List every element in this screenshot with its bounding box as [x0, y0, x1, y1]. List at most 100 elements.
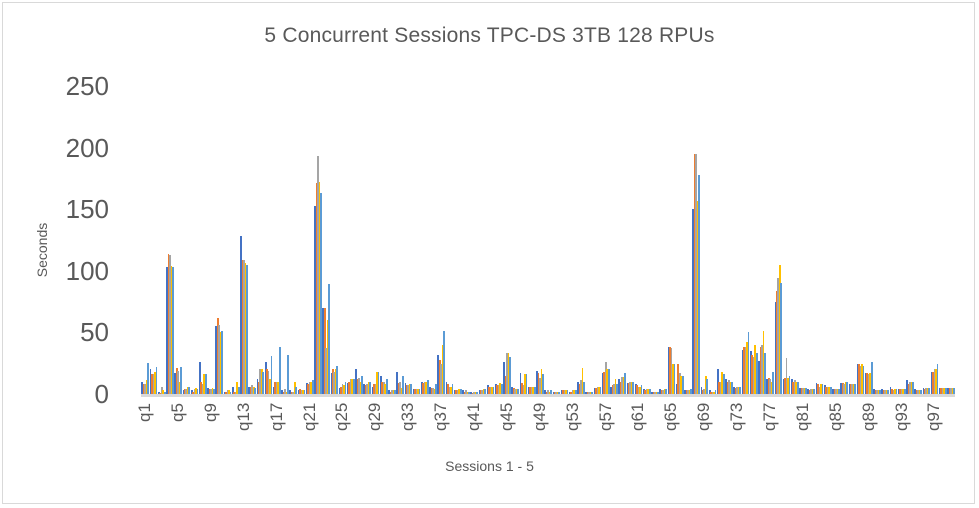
bar-q46-session-1	[511, 386, 514, 394]
bar-q33-session-3	[407, 385, 410, 394]
bar-q27-session-2	[356, 379, 359, 394]
bar-q52-session-4	[565, 390, 567, 394]
bar-q61-session-4	[639, 386, 641, 394]
bar-q14-session-4	[252, 386, 255, 394]
bar-q26-session-5	[352, 379, 355, 394]
bar-q9-session-4	[211, 387, 214, 394]
bar-q13-session-2	[241, 259, 244, 394]
bar-q86-session-1	[840, 382, 843, 394]
bar-q91-session-5	[887, 390, 890, 394]
bar-q64-session-3	[662, 390, 665, 394]
bar-q54-session-4	[581, 368, 584, 394]
bar-q21-session-5	[311, 380, 314, 394]
bar-q99-session-5	[953, 387, 955, 394]
bar-q3-session-1	[157, 391, 160, 394]
bar-q91-session-1	[881, 389, 884, 394]
bar-q57-session-4	[606, 369, 609, 394]
bar-q17-session-5	[278, 347, 281, 394]
bar-q83-session-3	[818, 386, 821, 394]
bar-q61-session-2	[636, 385, 638, 394]
bar-q69-session-4	[704, 375, 707, 394]
bar-q61-session-5	[640, 385, 643, 394]
bar-q23-session-3	[325, 348, 328, 394]
x-tick-label: q9	[200, 403, 220, 422]
bar-q85-session-2	[833, 389, 836, 394]
bar-q9-session-2	[208, 389, 211, 394]
y-tick-label: 50	[80, 317, 109, 348]
bar-q29-session-3	[374, 384, 377, 394]
bar-q89-session-3	[867, 374, 870, 394]
bar-q16-session-5	[270, 355, 273, 394]
bar-q66-session-3	[678, 373, 681, 394]
bar-q42-session-5	[484, 389, 487, 394]
bar-q71-session-4	[721, 371, 724, 394]
bar-q25-session-1	[338, 387, 341, 394]
bar-q36-session-3	[432, 387, 434, 394]
bar-q98-session-4	[943, 387, 946, 394]
bar-q76-session-2	[759, 347, 762, 394]
bar-q72-session-1	[725, 379, 727, 394]
x-tick-label: q25	[332, 402, 352, 431]
bar-q80-session-1	[790, 379, 793, 394]
bar-q53-session-2	[570, 391, 573, 394]
bar-q89-session-1	[864, 373, 867, 394]
bar-q72-session-4	[729, 381, 732, 394]
x-tick-label: q29	[365, 402, 385, 431]
bar-q11-session-3	[226, 390, 229, 394]
bar-q22-session-5	[319, 193, 322, 394]
bar-q49-session-5	[541, 374, 544, 394]
bar-q15-session-4	[260, 369, 263, 394]
bar-q42-session-4	[482, 389, 485, 394]
bar-q49-session-2	[537, 373, 540, 394]
bar-q73-session-1	[733, 386, 736, 394]
bar-q65-session-1	[667, 347, 670, 394]
bar-q44-session-2	[496, 385, 499, 394]
bar-q55-session-3	[588, 391, 591, 394]
bar-q15-session-1	[256, 379, 259, 394]
bar-q21-session-3	[308, 381, 311, 394]
bar-q70-session-5	[714, 390, 717, 394]
bar-q18-session-1	[281, 390, 283, 394]
bar-q86-session-3	[843, 384, 846, 394]
bar-q31-session-5	[393, 390, 396, 394]
bar-q78-session-4	[778, 264, 781, 394]
bar-q5-session-1	[174, 373, 177, 394]
bar-q65-session-2	[669, 347, 671, 394]
bar-q73-session-2	[734, 387, 737, 394]
bar-q97-session-1	[930, 371, 933, 394]
bar-q58-session-4	[614, 379, 617, 394]
bar-q25-session-3	[341, 384, 344, 394]
bar-q65-session-4	[672, 364, 674, 394]
x-tick-label: q45	[496, 402, 516, 431]
bar-q70-session-4	[713, 391, 715, 394]
bar-q80-session-3	[793, 380, 796, 394]
bar-q56-session-5	[599, 386, 602, 394]
bar-q59-session-2	[619, 381, 622, 394]
bar-q31-session-1	[388, 390, 390, 394]
bar-q67-session-3	[687, 390, 689, 394]
bar-q38-session-5	[451, 384, 454, 394]
bar-q71-session-5	[722, 374, 725, 394]
x-tick-label: q57	[595, 402, 615, 431]
bar-q74-session-1	[741, 349, 744, 394]
bar-q31-session-4	[392, 390, 395, 394]
bar-q32-session-1	[396, 371, 399, 394]
bar-q7-session-5	[196, 389, 199, 394]
bar-q29-session-5	[377, 371, 380, 394]
bar-q50-session-3	[547, 390, 550, 394]
bar-q56-session-3	[596, 386, 599, 394]
bar-q2-session-1	[149, 369, 152, 394]
bar-q40-session-2	[463, 391, 466, 394]
bar-q77-session-3	[769, 379, 772, 394]
bar-q58-session-2	[611, 385, 614, 394]
bar-q55-session-2	[586, 391, 589, 394]
bar-q14-session-1	[248, 386, 251, 394]
bar-q99-session-4	[951, 387, 954, 394]
bar-q94-session-1	[906, 380, 908, 394]
bar-q94-session-5	[911, 381, 914, 394]
bar-q8-session-5	[204, 374, 207, 394]
bar-q54-session-1	[577, 381, 579, 394]
bar-q28-session-2	[364, 385, 367, 394]
bar-q18-session-5	[287, 354, 289, 394]
bar-q65-session-5	[673, 364, 676, 394]
